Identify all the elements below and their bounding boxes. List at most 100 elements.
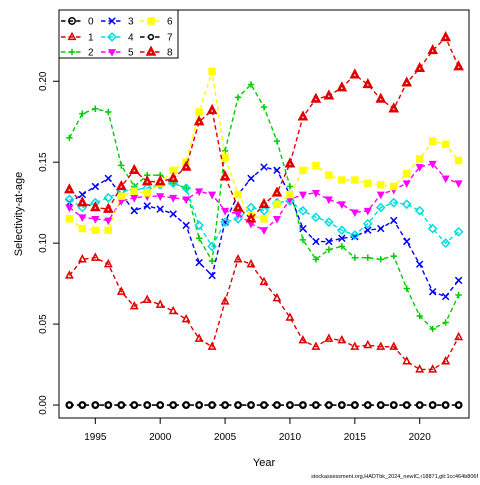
series-7-point xyxy=(208,401,216,409)
series-2-point xyxy=(79,110,86,117)
legend-label: 3 xyxy=(128,17,134,28)
series-3-point xyxy=(156,205,164,213)
legend-label: 1 xyxy=(88,33,94,44)
series-1-point xyxy=(90,252,100,261)
series-2-point xyxy=(234,94,242,101)
series-4-point xyxy=(259,205,269,216)
series-7-point xyxy=(273,401,281,409)
y-tick-label: 0.15 xyxy=(38,152,49,172)
series-4-point xyxy=(207,241,218,252)
series-7-point xyxy=(442,401,449,409)
series-7-point xyxy=(338,401,345,409)
series-6-point xyxy=(415,155,424,163)
series-8-point xyxy=(77,196,88,207)
series-2-point xyxy=(247,81,255,88)
series-2-point xyxy=(403,285,410,292)
series-5-point xyxy=(454,180,463,188)
series-group xyxy=(64,31,464,409)
series-6-point xyxy=(273,200,281,208)
series-7-point xyxy=(312,401,320,409)
series-2-point xyxy=(208,257,216,265)
series-8-point xyxy=(258,197,270,208)
series-1-line xyxy=(68,256,460,371)
series-7-point xyxy=(144,401,151,409)
series-2-point xyxy=(325,246,333,253)
series-1-point xyxy=(454,331,464,341)
series-2-point xyxy=(442,319,449,326)
series-7-point xyxy=(260,401,268,409)
series-1-point xyxy=(181,313,191,323)
series-8-point xyxy=(414,61,426,72)
series-5-point xyxy=(91,215,100,224)
series-2-point xyxy=(351,254,359,261)
series-1-point xyxy=(246,258,256,268)
series-4-point xyxy=(233,213,243,224)
series-8-point xyxy=(115,180,127,191)
series-1-point xyxy=(363,339,373,349)
series-4-point xyxy=(194,220,205,231)
series-1-point xyxy=(77,254,87,263)
axes-group: 1995 2000 2005 2010 2015 20200.000.050.100.15… xyxy=(38,9,470,443)
series-8-point xyxy=(219,170,231,181)
legend-item-6: 6 xyxy=(140,17,173,28)
legend-label: 7 xyxy=(167,33,173,44)
series-3-point xyxy=(377,224,385,233)
series-2-point xyxy=(286,183,294,190)
legend-label: 6 xyxy=(167,17,173,28)
plot-frame xyxy=(58,9,470,419)
series-7-point xyxy=(131,401,138,409)
series-6-point xyxy=(91,226,100,234)
series-2-point xyxy=(364,254,371,261)
series-8-point xyxy=(375,92,387,103)
series-8-point xyxy=(141,175,153,186)
series-8-point xyxy=(453,60,464,71)
series-3-point xyxy=(169,210,177,218)
series-5-point xyxy=(182,196,191,205)
series-7 xyxy=(66,401,462,409)
legend-item-0: 0 xyxy=(61,17,94,28)
series-1-point xyxy=(116,286,126,295)
legend-swatch-marker xyxy=(107,49,117,57)
series-7-point xyxy=(325,401,333,409)
series-2-point xyxy=(377,256,384,263)
series-8-line xyxy=(68,36,460,220)
series-1-point xyxy=(168,305,178,315)
series-8-point xyxy=(206,103,218,115)
legend-item-5: 5 xyxy=(101,48,134,59)
series-5-point xyxy=(104,217,113,226)
series-7-point xyxy=(92,401,99,409)
series-5-point xyxy=(234,211,243,219)
legend-swatch-marker xyxy=(145,45,157,56)
series-5-point xyxy=(441,175,450,184)
series-8-point xyxy=(271,186,283,197)
series-3-point xyxy=(104,174,113,183)
series-1-point xyxy=(350,341,360,350)
series-2-point xyxy=(429,325,436,333)
x-tick-label: 1995 xyxy=(84,432,107,443)
series-5-point xyxy=(415,164,424,172)
series-6-point xyxy=(428,137,437,145)
series-3-point xyxy=(182,221,190,230)
legend-label: 0 xyxy=(88,17,94,28)
series-2-point xyxy=(118,162,125,169)
series-6-point xyxy=(325,171,333,179)
series-3-point xyxy=(130,207,138,215)
series-8-point xyxy=(64,183,75,194)
series-6-point xyxy=(221,153,229,162)
series-4-point xyxy=(336,225,347,236)
series-5-point xyxy=(363,207,372,216)
series-7-point xyxy=(455,401,462,409)
series-4-point xyxy=(414,205,425,216)
series-5-point xyxy=(428,160,437,169)
x-tick-label: 2000 xyxy=(149,432,172,443)
legend-label: 4 xyxy=(128,33,134,44)
series-6-point xyxy=(312,161,320,170)
series-2-point xyxy=(338,243,346,250)
series-0-point xyxy=(143,401,152,409)
series-3-point xyxy=(428,287,437,296)
series-5-point xyxy=(221,207,230,216)
series-8-point xyxy=(180,160,192,171)
series-3-point xyxy=(454,276,463,285)
series-8-point xyxy=(362,78,374,89)
